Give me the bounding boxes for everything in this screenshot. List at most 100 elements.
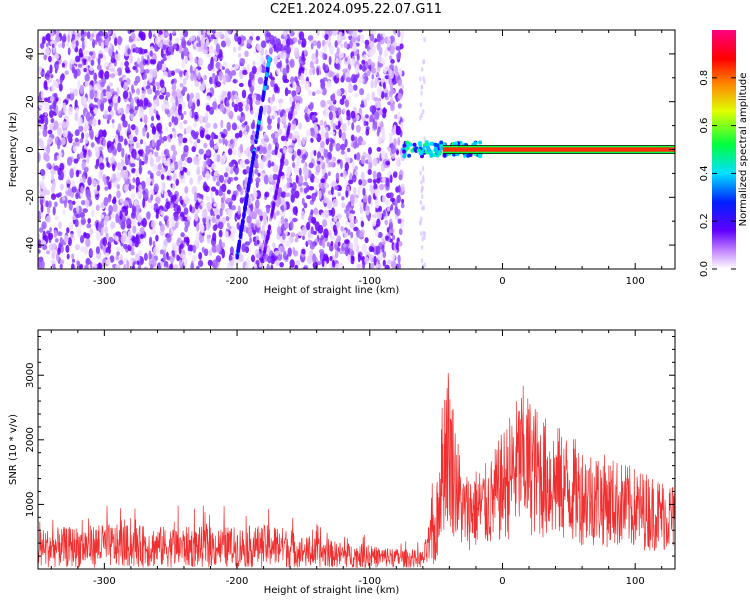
noise-cell bbox=[49, 227, 52, 233]
noise-cell bbox=[397, 79, 402, 86]
noise-cell bbox=[67, 33, 71, 43]
noise-cell bbox=[284, 35, 288, 40]
noise-cell bbox=[396, 149, 399, 156]
noise-cell bbox=[201, 208, 207, 219]
noise-cell bbox=[201, 246, 205, 253]
noise-cell bbox=[318, 189, 322, 200]
noise-cell bbox=[345, 156, 351, 164]
noise-cell bbox=[116, 251, 120, 256]
noise-cell bbox=[196, 169, 201, 175]
noise-cell bbox=[279, 111, 283, 118]
noise-cell bbox=[54, 201, 58, 208]
noise-cell bbox=[399, 43, 404, 50]
noise-cell bbox=[389, 70, 395, 79]
noise-cell bbox=[239, 143, 244, 154]
noise-cell bbox=[59, 162, 65, 171]
noise-cell bbox=[391, 253, 396, 261]
noise-cell bbox=[266, 263, 270, 269]
noise-cell bbox=[85, 132, 90, 139]
noise-cell bbox=[277, 117, 281, 124]
noise-cell bbox=[212, 72, 216, 79]
noise-cell bbox=[129, 258, 133, 267]
noise-cell bbox=[255, 100, 261, 106]
signal-cell bbox=[429, 153, 434, 158]
streak-cell bbox=[239, 230, 243, 237]
noise-cell bbox=[287, 147, 293, 154]
streak-cell bbox=[275, 183, 279, 190]
noise-cell bbox=[56, 155, 61, 161]
noise-cell bbox=[57, 247, 61, 255]
noise-cell bbox=[388, 147, 392, 153]
noise-cell bbox=[378, 205, 383, 213]
noise-cell bbox=[226, 99, 230, 108]
noise-cell bbox=[214, 134, 219, 140]
noise-cell bbox=[105, 91, 112, 100]
noise-cell bbox=[143, 141, 147, 148]
noise-cell bbox=[349, 40, 353, 49]
noise-cell bbox=[126, 218, 132, 227]
noise-cell bbox=[183, 161, 187, 167]
noise-cell bbox=[231, 101, 235, 108]
noise-cell bbox=[346, 109, 351, 117]
noise-cell bbox=[166, 170, 171, 176]
noise-cell bbox=[90, 261, 93, 269]
noise-cell bbox=[85, 237, 91, 248]
noise-cell bbox=[52, 206, 56, 216]
noise-cell bbox=[46, 162, 52, 169]
noise-cell bbox=[159, 231, 164, 236]
noise-cell bbox=[57, 192, 62, 198]
noise-cell bbox=[92, 39, 96, 49]
noise-cell bbox=[320, 130, 326, 140]
noise-cell bbox=[102, 138, 107, 147]
noise-cell bbox=[122, 90, 129, 100]
noise-cell bbox=[100, 91, 104, 102]
noise-cell bbox=[163, 215, 169, 221]
noise-cell bbox=[207, 63, 213, 72]
noise-cell bbox=[345, 185, 351, 192]
noise-cell bbox=[134, 47, 140, 54]
noise-cell bbox=[232, 149, 237, 156]
noise-cell bbox=[350, 231, 354, 239]
noise-cell bbox=[226, 189, 231, 195]
noise-cell bbox=[77, 228, 82, 238]
noise-cell bbox=[390, 197, 396, 202]
noise-cell bbox=[159, 249, 164, 255]
noise-cell bbox=[52, 180, 56, 189]
noise-cell bbox=[100, 81, 105, 88]
noise-cell bbox=[135, 234, 139, 244]
noise-cell bbox=[54, 238, 59, 243]
noise-cell bbox=[66, 183, 71, 188]
streak-cell bbox=[267, 56, 272, 63]
noise-cell bbox=[401, 198, 405, 204]
noise-cell bbox=[257, 172, 261, 177]
noise-cell bbox=[307, 255, 313, 265]
noise-cell bbox=[203, 142, 208, 149]
noise-cell bbox=[152, 68, 158, 78]
noise-cell bbox=[246, 42, 251, 48]
noise-cell bbox=[232, 79, 238, 84]
noise-cell bbox=[360, 33, 365, 44]
noise-cell bbox=[237, 44, 242, 52]
noise-cell bbox=[330, 138, 335, 144]
noise-cell bbox=[278, 198, 282, 205]
noise-cell bbox=[256, 207, 261, 215]
noise-cell bbox=[164, 32, 170, 37]
noise-cell bbox=[62, 102, 66, 108]
noise-cell bbox=[165, 126, 169, 132]
noise-cell bbox=[267, 150, 272, 159]
signal-cell bbox=[416, 148, 421, 153]
noise-cell bbox=[313, 134, 318, 139]
noise-cell bbox=[38, 119, 44, 124]
noise-cell bbox=[250, 254, 256, 263]
noise-cell bbox=[199, 129, 205, 138]
noise-cell bbox=[420, 84, 423, 90]
signal-cell bbox=[427, 148, 432, 153]
noise-cell bbox=[359, 64, 363, 70]
noise-cell bbox=[364, 237, 369, 244]
noise-cell bbox=[303, 266, 308, 269]
noise-cell bbox=[334, 52, 340, 61]
noise-cell bbox=[297, 39, 302, 45]
noise-cell bbox=[326, 99, 332, 105]
